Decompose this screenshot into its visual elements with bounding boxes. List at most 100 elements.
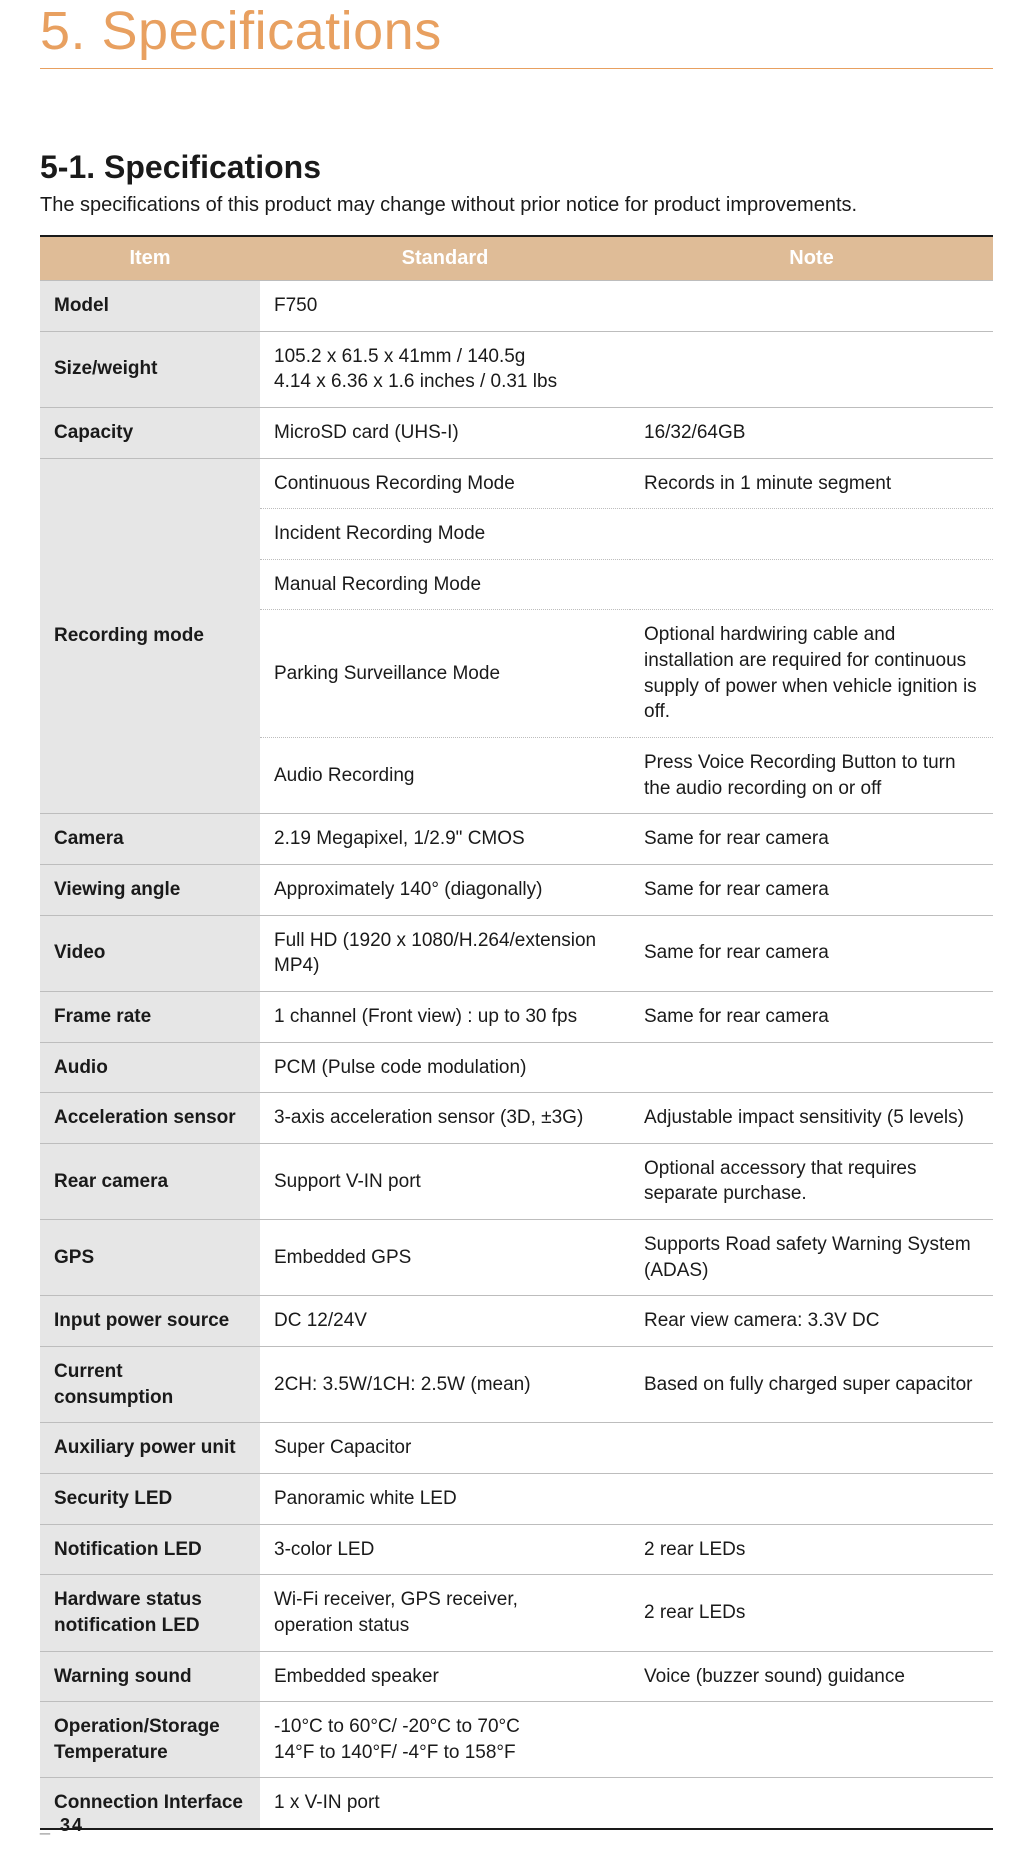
page-number: _ 34 <box>40 1815 84 1836</box>
table-cell: GPS <box>40 1220 260 1296</box>
table-row: Frame rate1 channel (Front view) : up to… <box>40 991 993 1042</box>
table-row: Connection Interface1 x V-IN port <box>40 1778 993 1829</box>
table-cell: Acceleration sensor <box>40 1093 260 1144</box>
table-cell: Optional accessory that requires separat… <box>630 1143 993 1219</box>
page-number-dash: _ <box>40 1815 52 1835</box>
header-note: Note <box>630 236 993 281</box>
table-row: Rear cameraSupport V-IN portOptional acc… <box>40 1143 993 1219</box>
table-cell: Audio <box>40 1042 260 1093</box>
table-row: Input power sourceDC 12/24VRear view cam… <box>40 1296 993 1347</box>
table-row: ModelF750 <box>40 281 993 332</box>
table-cell: Video <box>40 915 260 991</box>
table-cell: Model <box>40 281 260 332</box>
table-cell: Rear camera <box>40 1143 260 1219</box>
table-cell <box>630 331 993 407</box>
header-item: Item <box>40 236 260 281</box>
table-row: Notification LED3-color LED2 rear LEDs <box>40 1524 993 1575</box>
table-row: Current consumption2CH: 3.5W/1CH: 2.5W (… <box>40 1347 993 1423</box>
table-cell: Hardware status notification LED <box>40 1575 260 1651</box>
table-cell: 3-axis acceleration sensor (3D, ±3G) <box>260 1093 630 1144</box>
table-cell: 105.2 x 61.5 x 41mm / 140.5g4.14 x 6.36 … <box>260 331 630 407</box>
table-cell: F750 <box>260 281 630 332</box>
table-cell: Security LED <box>40 1473 260 1524</box>
table-cell: Rear view camera: 3.3V DC <box>630 1296 993 1347</box>
table-row: Hardware status notification LEDWi-Fi re… <box>40 1575 993 1651</box>
table-cell: 2CH: 3.5W/1CH: 2.5W (mean) <box>260 1347 630 1423</box>
table-cell: DC 12/24V <box>260 1296 630 1347</box>
table-cell: Based on fully charged super capacitor <box>630 1347 993 1423</box>
table-cell <box>630 281 993 332</box>
table-row: Recording modeContinuous Recording ModeR… <box>40 458 993 509</box>
table-cell: Parking Surveillance Mode <box>260 610 630 738</box>
table-cell: Support V-IN port <box>260 1143 630 1219</box>
table-row: Warning soundEmbedded speakerVoice (buzz… <box>40 1651 993 1702</box>
page-number-value: 34 <box>60 1815 84 1835</box>
table-cell <box>630 1702 993 1778</box>
table-cell <box>630 509 993 560</box>
table-header-row: Item Standard Note <box>40 236 993 281</box>
table-cell: Continuous Recording Mode <box>260 458 630 509</box>
table-cell: Same for rear camera <box>630 864 993 915</box>
table-cell: Current consumption <box>40 1347 260 1423</box>
table-cell <box>630 1423 993 1474</box>
table-cell: Adjustable impact sensitivity (5 levels) <box>630 1093 993 1144</box>
table-row: Auxiliary power unitSuper Capacitor <box>40 1423 993 1474</box>
table-cell: Approximately 140° (diagonally) <box>260 864 630 915</box>
table-cell: 3-color LED <box>260 1524 630 1575</box>
table-cell: Notification LED <box>40 1524 260 1575</box>
table-cell: 2 rear LEDs <box>630 1575 993 1651</box>
table-row: Security LEDPanoramic white LED <box>40 1473 993 1524</box>
table-cell: Embedded GPS <box>260 1220 630 1296</box>
table-cell: Incident Recording Mode <box>260 509 630 560</box>
table-cell: Embedded speaker <box>260 1651 630 1702</box>
table-cell: Viewing angle <box>40 864 260 915</box>
table-cell: 2 rear LEDs <box>630 1524 993 1575</box>
table-row: VideoFull HD (1920 x 1080/H.264/extensio… <box>40 915 993 991</box>
table-row: Camera2.19 Megapixel, 1/2.9" CMOSSame fo… <box>40 814 993 865</box>
section-title: 5-1. Specifications <box>40 149 993 186</box>
table-cell: Same for rear camera <box>630 814 993 865</box>
table-cell: Input power source <box>40 1296 260 1347</box>
table-cell: 1 channel (Front view) : up to 30 fps <box>260 991 630 1042</box>
table-cell: Panoramic white LED <box>260 1473 630 1524</box>
table-cell: Recording mode <box>40 458 260 814</box>
table-cell: MicroSD card (UHS-I) <box>260 407 630 458</box>
table-cell: Manual Recording Mode <box>260 559 630 610</box>
table-cell: Camera <box>40 814 260 865</box>
table-cell: Optional hardwiring cable and installati… <box>630 610 993 738</box>
table-cell: Warning sound <box>40 1651 260 1702</box>
table-cell: Frame rate <box>40 991 260 1042</box>
table-cell: Supports Road safety Warning System (ADA… <box>630 1220 993 1296</box>
table-row: Viewing angleApproximately 140° (diagona… <box>40 864 993 915</box>
table-cell: -10°C to 60°C/ -20°C to 70°C14°F to 140°… <box>260 1702 630 1778</box>
table-cell <box>630 559 993 610</box>
table-row: Size/weight105.2 x 61.5 x 41mm / 140.5g4… <box>40 331 993 407</box>
chapter-title: 5. Specifications <box>40 0 993 69</box>
table-cell <box>630 1042 993 1093</box>
section-subtitle: The specifications of this product may c… <box>40 194 993 217</box>
table-cell: Records in 1 minute segment <box>630 458 993 509</box>
table-cell: Capacity <box>40 407 260 458</box>
table-cell: Operation/Storage Temperature <box>40 1702 260 1778</box>
table-cell: 16/32/64GB <box>630 407 993 458</box>
table-row: Acceleration sensor3-axis acceleration s… <box>40 1093 993 1144</box>
table-cell: Size/weight <box>40 331 260 407</box>
table-row: GPSEmbedded GPSSupports Road safety Warn… <box>40 1220 993 1296</box>
specifications-table: Item Standard Note ModelF750Size/weight1… <box>40 235 993 1830</box>
table-cell <box>630 1778 993 1829</box>
table-cell: Audio Recording <box>260 738 630 814</box>
table-cell: PCM (Pulse code modulation) <box>260 1042 630 1093</box>
table-row: Operation/Storage Temperature-10°C to 60… <box>40 1702 993 1778</box>
table-cell: Same for rear camera <box>630 915 993 991</box>
table-cell: Voice (buzzer sound) guidance <box>630 1651 993 1702</box>
table-cell: Super Capacitor <box>260 1423 630 1474</box>
table-cell: 2.19 Megapixel, 1/2.9" CMOS <box>260 814 630 865</box>
table-cell <box>630 1473 993 1524</box>
table-cell: Wi-Fi receiver, GPS receiver,operation s… <box>260 1575 630 1651</box>
header-standard: Standard <box>260 236 630 281</box>
table-cell: Same for rear camera <box>630 991 993 1042</box>
table-cell: Press Voice Recording Button to turn the… <box>630 738 993 814</box>
table-cell: Auxiliary power unit <box>40 1423 260 1474</box>
table-cell: 1 x V-IN port <box>260 1778 630 1829</box>
table-row: AudioPCM (Pulse code modulation) <box>40 1042 993 1093</box>
